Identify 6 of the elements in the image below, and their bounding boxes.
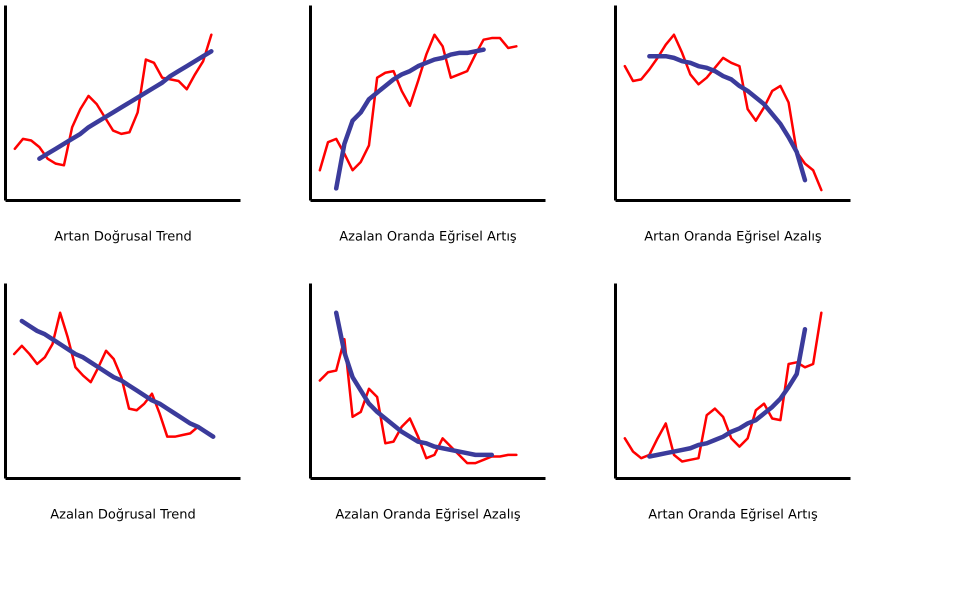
x-axis-title: Azalan Oranda Eğrisel Artış <box>339 230 517 244</box>
x-axis-title: Artan Doğrusal Trend <box>54 230 192 244</box>
x-axis-title: Azalan Doğrusal Trend <box>50 508 196 522</box>
x-axis-title: Artan Oranda Eğrisel Artış <box>648 508 818 522</box>
x-axis-title: Azalan Oranda Eğrisel Azalış <box>335 508 521 522</box>
x-axis-title: Artan Oranda Eğrisel Azalış <box>644 230 822 244</box>
